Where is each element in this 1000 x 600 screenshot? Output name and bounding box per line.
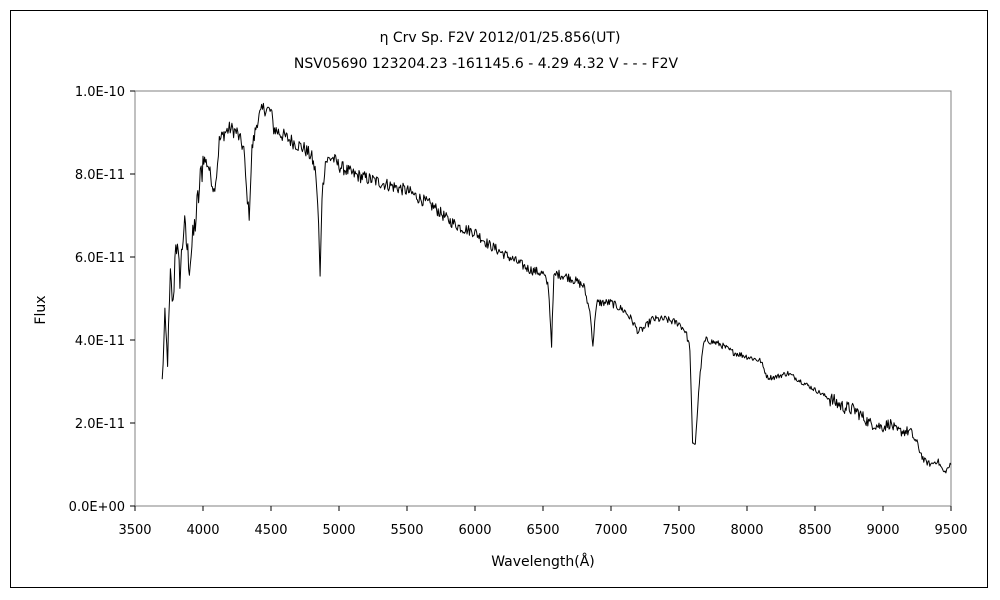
x-axis: 3500 4000 4500 5000 5500 6000 6500 7000 7500 8000… [118,506,968,538]
x-axis-label: Wavelength(Å) [491,553,595,570]
y-axis: 0.0E+00 2.0E-11 4.0E-11 6.0E-11 8.0E-11 1.0E-… [69,85,135,515]
x-tick-label: 9000 [866,523,899,538]
spectrum-series-line [161,102,952,474]
y-tick-label: 1.0E-10 [75,85,125,100]
x-tick-label: 6000 [458,523,491,538]
x-tick-label: 5000 [322,523,355,538]
x-tick-label: 4500 [254,523,287,538]
x-tick-label: 5500 [390,523,423,538]
series-layer [161,102,952,474]
y-tick-label: 0.0E+00 [69,500,125,515]
y-tick-label: 2.0E-11 [75,417,125,432]
x-tick-label: 8500 [798,523,831,538]
x-tick-label: 6500 [526,523,559,538]
y-axis-label: Flux [33,295,49,324]
chart-subtitle: NSV05690 123204.23 -161145.6 - 4.29 4.32… [294,56,679,72]
y-tick-label: 6.0E-11 [75,251,125,266]
chart-title: η Crv Sp. F2V 2012/01/25.856(UT) [380,30,621,46]
x-tick-label: 4000 [186,523,219,538]
x-tick-label: 7500 [662,523,695,538]
x-tick-label: 9500 [934,523,967,538]
x-tick-label: 7000 [594,523,627,538]
x-tick-label: 8000 [730,523,763,538]
chart-frame [10,10,988,588]
y-tick-label: 8.0E-11 [75,168,125,183]
x-tick-label: 3500 [118,523,151,538]
y-tick-label: 4.0E-11 [75,334,125,349]
plot-area [134,90,952,507]
